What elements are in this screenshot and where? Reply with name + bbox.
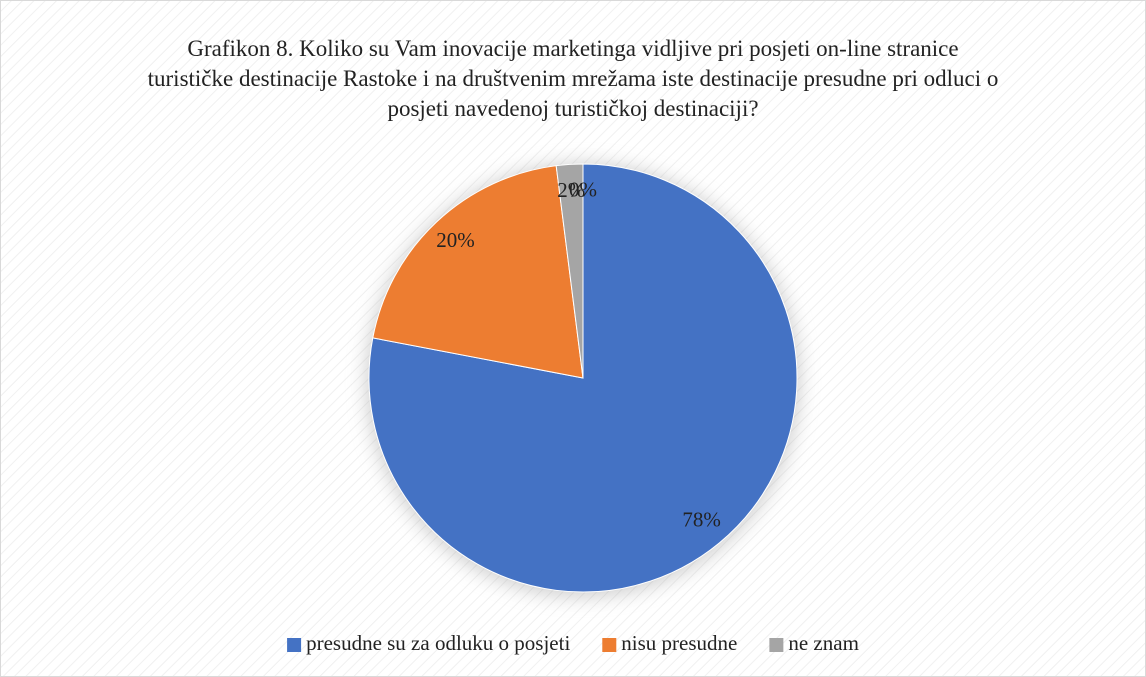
data-label: 0% [569,178,597,202]
data-label: 2% [557,178,585,202]
pie-slice [372,165,584,379]
data-label: 20% [436,228,475,252]
chart-title: Grafikon 8. Koliko su Vam inovacije mark… [147,36,999,121]
data-label: 78% [682,507,721,531]
pie-slice [555,163,584,379]
legend-label: ne znam [788,631,859,655]
legend-swatch [769,638,784,652]
legend-label: presudne su za odluku o posjeti [306,631,570,655]
legend-swatch [602,638,617,652]
legend-swatch [287,638,302,652]
legend-label: nisu presudne [621,631,737,655]
